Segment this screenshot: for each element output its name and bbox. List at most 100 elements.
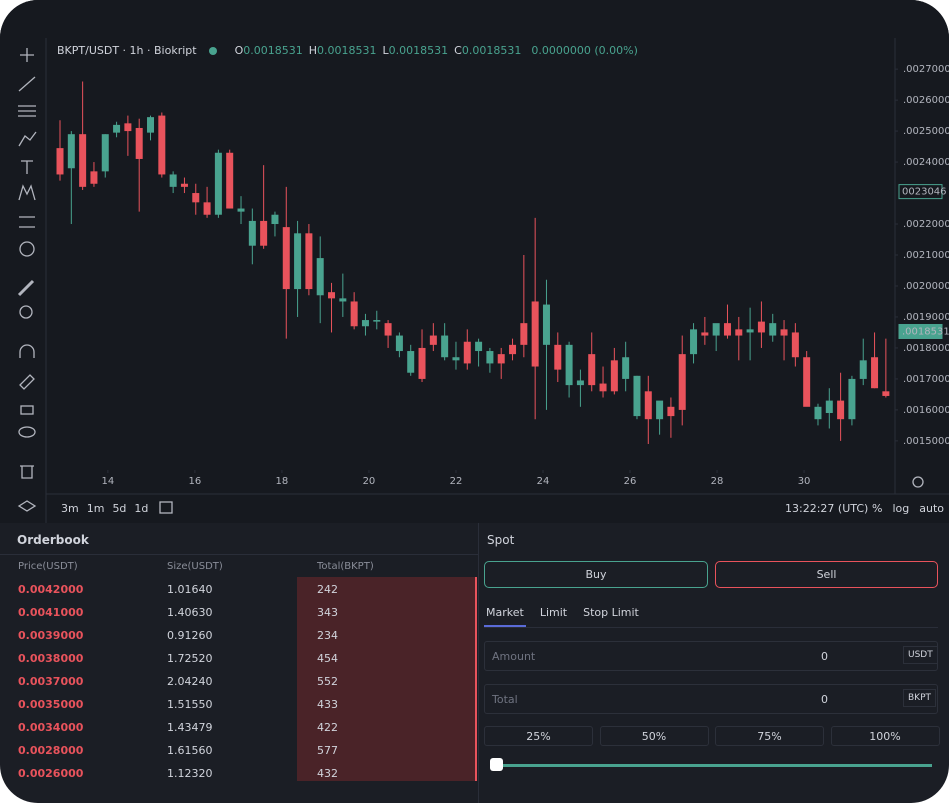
x-tick-label: 20 — [363, 476, 376, 487]
candle-body — [384, 323, 392, 336]
ohlc-value: 0.0018531 — [461, 44, 522, 57]
candle-body — [746, 329, 754, 333]
size: 1.12320 — [167, 767, 213, 780]
eye-icon[interactable] — [18, 426, 36, 438]
layers-icon[interactable] — [17, 500, 37, 512]
candle-body — [701, 332, 709, 336]
sell-button[interactable]: Sell — [715, 561, 938, 588]
total: 454 — [317, 652, 338, 665]
candle-body — [520, 323, 528, 345]
column-header: Total(BKPT) — [317, 561, 374, 572]
orderbook-row[interactable]: 0.0028000 1.61560 577 — [0, 739, 476, 762]
y-tick-label: .0015000 — [903, 436, 949, 447]
tab[interactable]: Market — [484, 606, 526, 627]
slider-handle[interactable] — [490, 758, 503, 771]
interval[interactable]: 1m — [86, 502, 105, 515]
brush-icon[interactable] — [18, 131, 37, 147]
y-tick-label: .0016000 — [903, 405, 949, 416]
trend-icon[interactable] — [18, 76, 36, 92]
y-tick-label: .0017000 — [903, 374, 949, 385]
lock-draw-icon[interactable] — [19, 374, 35, 390]
ohlc-key: O — [234, 44, 244, 57]
candle-body — [509, 344, 517, 355]
measure-icon[interactable] — [19, 216, 35, 228]
candle-body — [497, 354, 505, 364]
y-tick-label: .0021000 — [903, 250, 949, 261]
candle-body — [780, 329, 788, 336]
candle-body — [486, 351, 494, 364]
orderbook-row[interactable]: 0.0035000 1.51550 433 — [0, 693, 476, 716]
lines-icon[interactable] — [18, 105, 36, 117]
tab[interactable]: Limit — [539, 606, 568, 619]
orderbook-row[interactable]: 0.0037000 2.04240 552 — [0, 670, 476, 693]
size: 1.43479 — [167, 721, 213, 734]
candle-body — [214, 152, 222, 215]
ohlc-legend: O 0.0018531 H 0.0018531 L 0.0018531 C 0.0018531 — [235, 44, 528, 57]
candle-body — [101, 134, 109, 172]
text-icon[interactable] — [21, 160, 33, 174]
percent-button[interactable]: 75% — [715, 726, 824, 746]
candle-body — [565, 344, 573, 386]
crosshair-icon[interactable] — [20, 48, 34, 62]
orderbook-row[interactable]: 0.0041000 1.40630 343 — [0, 601, 476, 624]
x-tick-label: 24 — [537, 476, 550, 487]
ohlc-value: 0.0018531 — [317, 44, 377, 57]
pattern-icon[interactable] — [18, 184, 36, 201]
amount-unit: USDT — [903, 646, 938, 664]
lock-icon[interactable] — [20, 405, 34, 415]
scale-option[interactable]: log — [892, 502, 910, 515]
candle-body — [475, 341, 483, 352]
divider — [0, 554, 478, 555]
y-tick-label: .0018000 — [903, 343, 949, 354]
candle-body — [633, 375, 641, 417]
percent-button[interactable]: 25% — [484, 726, 593, 746]
price: 0.0035000 — [18, 698, 84, 711]
candle-body — [124, 123, 132, 132]
status-dot — [209, 47, 217, 55]
tabs: Market Limit Stop Limit — [484, 606, 641, 627]
percent-button[interactable]: 50% — [599, 726, 709, 746]
percent-button[interactable]: 100% — [830, 726, 940, 746]
ohlc-value: 0.0018531 — [388, 44, 449, 57]
price-marker-bg — [898, 184, 943, 200]
buy-button[interactable]: Buy — [484, 561, 708, 588]
trash-icon[interactable] — [20, 465, 34, 479]
price: 0.0038000 — [18, 652, 84, 665]
interval[interactable]: 3m — [61, 502, 79, 515]
orderbook-row[interactable]: 0.0042000 1.01640 242 — [0, 578, 476, 601]
candle-body — [79, 134, 87, 187]
change: 0.0000000 (0.00%) — [531, 44, 638, 57]
candle-body — [305, 233, 313, 290]
chart-bg — [0, 0, 949, 523]
magnet-icon[interactable] — [19, 344, 35, 358]
settings-icon[interactable] — [912, 476, 924, 488]
candle-body — [441, 335, 449, 358]
emoji-icon[interactable] — [19, 241, 35, 257]
ohlc-value: 0.0018531 — [243, 44, 303, 57]
scale-option[interactable]: % — [872, 502, 883, 515]
candle-body — [226, 152, 234, 209]
toolbar-icons[interactable] — [17, 48, 924, 514]
orderbook-row[interactable]: 0.0039000 0.91260 234 — [0, 624, 476, 647]
interval[interactable]: 5d — [112, 502, 127, 515]
candle-body — [282, 227, 290, 290]
candle-body — [735, 329, 743, 336]
orderbook-row[interactable]: 0.0026000 1.12320 432 — [0, 762, 476, 785]
slider-track[interactable] — [490, 764, 932, 767]
ruler-icon[interactable] — [17, 279, 35, 297]
orderbook-row[interactable]: 0.0038000 1.72520 454 — [0, 647, 476, 670]
candle-body — [463, 341, 471, 364]
price: 0.0028000 — [18, 744, 84, 757]
date-range-icon[interactable] — [159, 501, 173, 514]
orderbook-row[interactable]: 0.0034000 1.43479 422 — [0, 716, 476, 739]
tab[interactable]: Stop Limit — [583, 606, 639, 619]
candle-body — [158, 115, 166, 175]
scale-option[interactable]: auto — [919, 502, 944, 515]
candle-body — [803, 357, 811, 407]
total-field[interactable]: Total 0 BKPT — [484, 684, 938, 714]
candle-body — [622, 357, 630, 379]
amount-field[interactable]: Amount 0 USDT — [484, 641, 938, 671]
interval[interactable]: 1d — [134, 502, 149, 515]
zoom-icon[interactable] — [19, 305, 33, 319]
